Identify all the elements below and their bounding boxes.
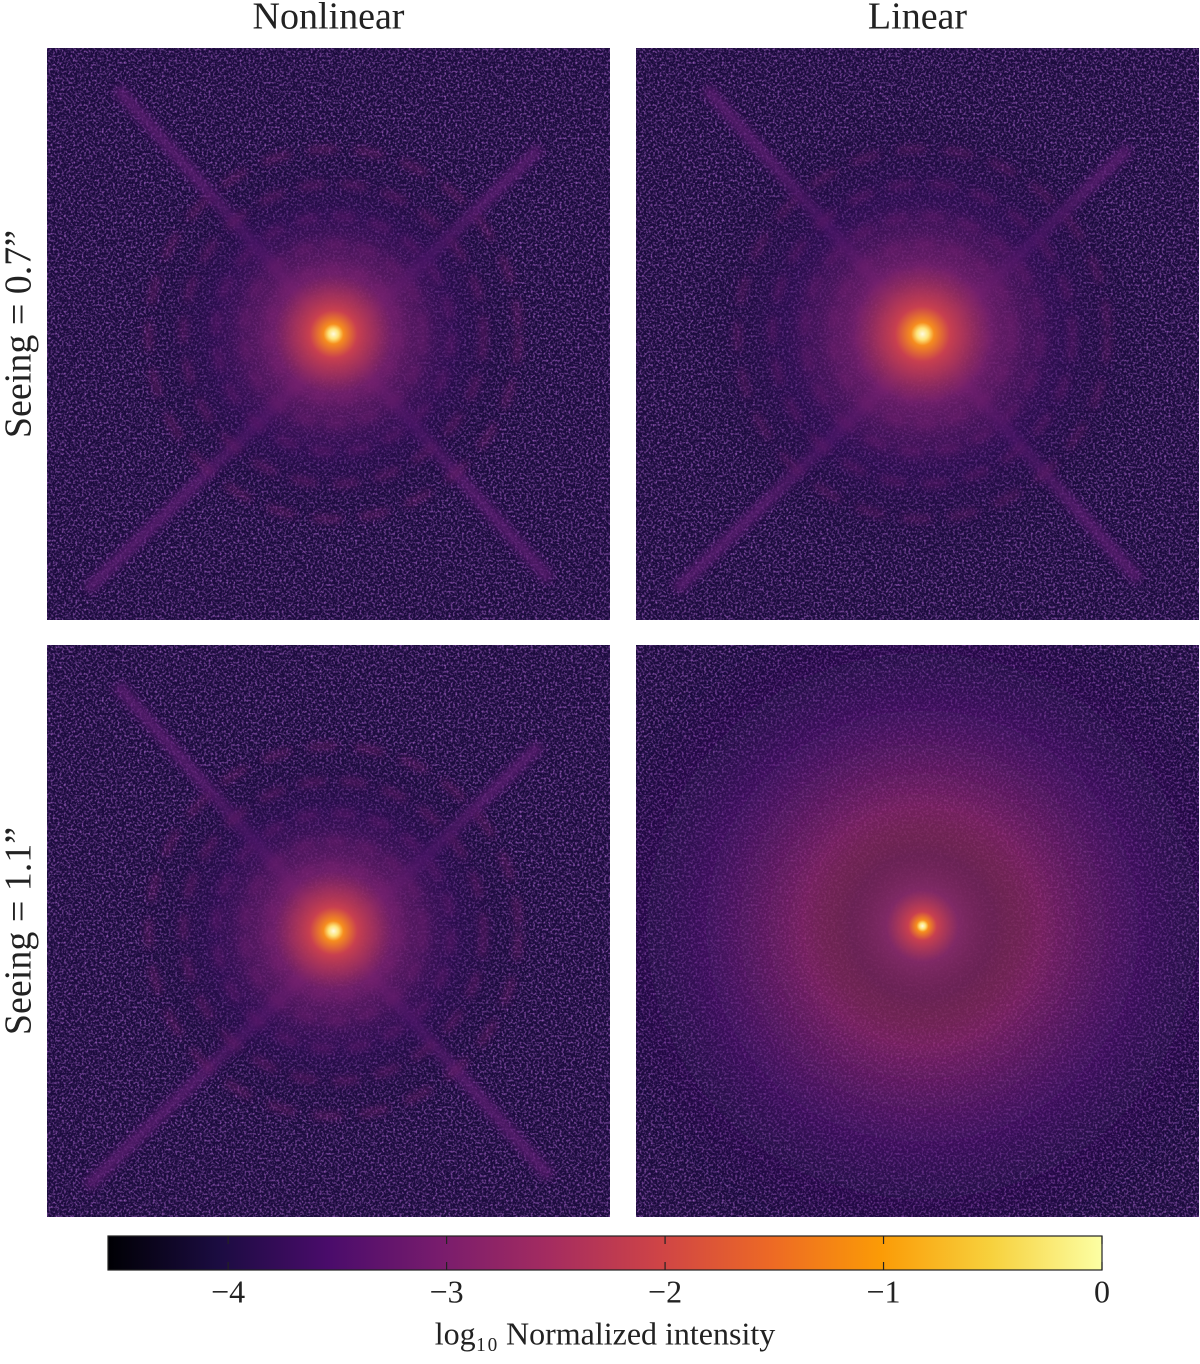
- core: [134, 134, 534, 534]
- psf-image: [636, 48, 1199, 620]
- core: [134, 731, 534, 1131]
- psf-image: [593, 596, 1200, 1256]
- colorbar: [108, 1236, 1102, 1270]
- colorbar-tick-label: 0: [1094, 1273, 1110, 1309]
- column-title: Nonlinear: [253, 0, 405, 38]
- colorbar-tick-label: −3: [430, 1273, 464, 1309]
- core: [693, 104, 1153, 564]
- core: [803, 806, 1043, 1046]
- colorbar-tick-label: −1: [867, 1273, 901, 1309]
- colorbar-label: log₁₀ Normalized intensity: [435, 1315, 775, 1351]
- psf-image: [47, 645, 610, 1217]
- panels: [47, 48, 1200, 1256]
- colorbar-tick-label: −2: [648, 1273, 682, 1309]
- psf-image: [47, 48, 610, 620]
- colorbar-tick-label: −4: [211, 1273, 245, 1309]
- column-title: Linear: [868, 0, 968, 38]
- row-label: Seeing = 0.7”: [0, 230, 40, 438]
- row-label: Seeing = 1.1”: [0, 827, 40, 1035]
